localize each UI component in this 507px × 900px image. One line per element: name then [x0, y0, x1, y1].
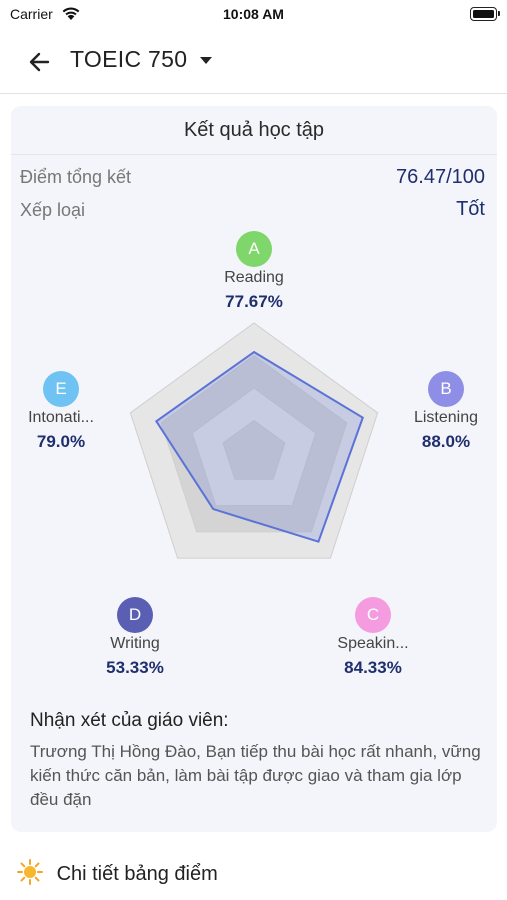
skill-name-reading: Reading [224, 269, 284, 286]
results-card: Kết quả học tập Điểm tổng kết 76.47/100 … [11, 106, 497, 832]
skill-percent-speaking: 84.33% [344, 658, 402, 677]
skill-name-listening: Listening [413, 409, 479, 426]
skill-percent-intonation: 79.0% [36, 432, 86, 451]
rank-label: Xếp loại [20, 200, 86, 220]
back-arrow-icon[interactable] [26, 48, 54, 76]
teacher-comment-title: Nhận xét của giáo viên: [30, 710, 229, 731]
score-detail-header[interactable]: Chi tiết bảng điểm [17, 859, 218, 886]
carrier-label: Carrier [10, 6, 53, 22]
radar-chart [129, 322, 379, 559]
skill-percent-listening: 88.0% [421, 432, 471, 451]
skill-percent-writing: 53.33% [106, 658, 164, 677]
skill-badge-b: B [428, 371, 464, 407]
skill-badge-c: C [355, 597, 391, 633]
radar-series-area [154, 350, 365, 543]
total-score-value: 76.47/100 [396, 166, 485, 188]
battery-icon [470, 7, 500, 21]
status-bar: Carrier 10:08 AM [0, 0, 507, 30]
divider [11, 154, 497, 155]
skill-badge-d: D [117, 597, 153, 633]
total-score-label: Điểm tổng kết [20, 167, 132, 187]
skill-name-writing: Writing [110, 635, 160, 652]
skill-name-speaking: Speakin... [337, 635, 409, 652]
skill-badge-a: A [236, 231, 272, 267]
course-title[interactable]: TOEIC 750 [70, 46, 188, 72]
chevron-down-icon[interactable] [200, 57, 212, 64]
rank-value: Tốt [456, 198, 485, 220]
skill-name-intonation: Intonati... [28, 409, 94, 426]
skill-percent-reading: 77.67% [225, 292, 283, 311]
app-header: TOEIC 750 [0, 30, 507, 94]
results-title: Kết quả học tập [183, 119, 325, 141]
skill-badge-e: E [43, 371, 79, 407]
wifi-icon [62, 7, 80, 20]
clock: 10:08 AM [223, 6, 284, 22]
radar-grid-level-1 [222, 419, 286, 480]
score-detail-title: Chi tiết bảng điểm [56, 863, 218, 885]
star-icon [17, 859, 43, 885]
teacher-comment-text: Trương Thị Hồng Đào, Bạn tiếp thu bài họ… [30, 742, 481, 809]
